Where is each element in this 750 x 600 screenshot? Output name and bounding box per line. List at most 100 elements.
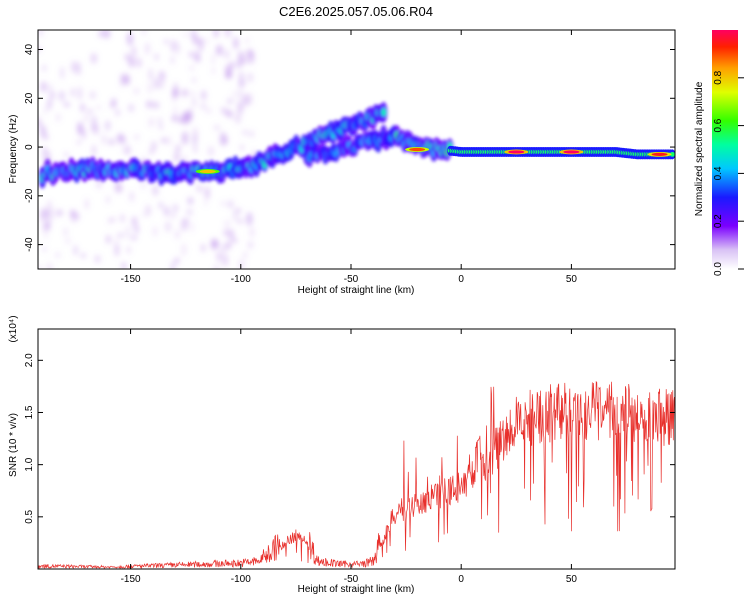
haze-speck	[131, 46, 137, 58]
haze-speck	[83, 114, 89, 123]
haze-speck	[152, 184, 159, 197]
haze-speck	[190, 91, 196, 97]
haze-speck	[103, 30, 111, 39]
haze-speck	[185, 111, 189, 125]
figure-title: C2E6.2025.057.05.06.R04	[279, 4, 433, 19]
haze-speck	[87, 108, 93, 114]
x-tick-label: -100	[231, 274, 251, 285]
haze-speck	[117, 133, 124, 143]
peak-core	[199, 169, 216, 174]
colorbar-tick-label: 0.4	[713, 166, 724, 180]
haze-speck	[126, 246, 131, 254]
haze-speck	[212, 239, 219, 249]
y-tick-label: 40	[24, 44, 35, 56]
haze-speck	[249, 227, 255, 238]
haze-speck	[213, 264, 220, 269]
haze-speck	[221, 200, 226, 207]
haze-speck	[160, 137, 167, 143]
haze-speck	[241, 57, 249, 65]
haze-speck	[38, 121, 44, 128]
haze-speck	[187, 197, 194, 205]
spectrogram-panel: -150 -100 -50 0 50 -40 -20 0 20 40 Height of str…	[8, 29, 676, 296]
haze-speck	[190, 30, 197, 40]
haze-speck	[200, 103, 207, 110]
haze-speck	[96, 179, 103, 189]
haze-speck	[236, 61, 243, 69]
snr-x-ticks: -150 -100 -50 0 50	[121, 329, 577, 585]
y-tick-label: 20	[24, 92, 35, 104]
haze-speck	[170, 211, 176, 219]
haze-speck	[216, 44, 223, 56]
haze-speck	[121, 261, 127, 269]
spectrogram-y-ticks: -40 -20 0 20 40	[24, 44, 675, 252]
haze-speck	[128, 103, 135, 112]
haze-speck	[63, 152, 69, 157]
haze-speck	[148, 116, 155, 128]
haze-speck	[224, 220, 231, 227]
haze-speck	[193, 147, 197, 153]
haze-speck	[226, 98, 233, 104]
haze-speck	[164, 221, 172, 233]
haze-speck	[226, 69, 231, 80]
haze-speck	[140, 180, 147, 190]
haze-speck	[65, 238, 71, 244]
haze-speck	[40, 125, 47, 137]
haze-speck	[235, 113, 241, 124]
haze-speck	[246, 48, 253, 58]
colorbar-gradient	[712, 30, 738, 269]
haze-speck	[224, 109, 232, 117]
haze-speck	[172, 90, 177, 103]
haze-speck	[174, 257, 180, 264]
haze-speck	[85, 198, 89, 210]
snr-y-scale-label: (x10⁴)	[8, 315, 19, 342]
haze-speck	[224, 30, 232, 38]
spectrogram-y-axis-label: Frequency (Hz)	[8, 115, 19, 184]
haze-speck	[245, 38, 249, 44]
haze-speck	[201, 90, 207, 101]
haze-speck	[219, 132, 227, 146]
snr-frame	[37, 328, 676, 570]
haze-speck	[43, 105, 48, 115]
spectrogram-x-ticks: -150 -100 -50 0 50	[121, 30, 577, 285]
haze-speck	[73, 245, 78, 256]
snr-x-axis-label: Height of straight line (km)	[298, 584, 415, 595]
haze-speck	[82, 128, 86, 140]
haze-speck	[192, 96, 196, 108]
haze-speck	[78, 122, 84, 136]
haze-speck	[38, 265, 42, 269]
intensity-peaks	[195, 147, 672, 174]
line-core	[669, 151, 675, 157]
haze-speck	[229, 61, 235, 69]
haze-speck	[129, 191, 135, 203]
haze-speck	[207, 145, 215, 157]
spectral-band	[38, 101, 454, 189]
haze-speck	[211, 53, 215, 66]
snr-background	[38, 329, 675, 569]
haze-speck	[121, 148, 126, 154]
haze-speck	[193, 50, 200, 62]
haze-speck	[55, 252, 61, 258]
haze-speck	[47, 83, 53, 95]
y-tick-label: 0	[24, 144, 35, 150]
haze-speck	[152, 101, 160, 109]
haze-speck	[42, 146, 48, 155]
haze-speck	[76, 61, 81, 76]
haze-speck	[173, 105, 177, 120]
haze-speck	[38, 30, 43, 37]
haze-speck	[224, 64, 231, 71]
haze-speck	[117, 232, 124, 239]
haze-speck	[158, 201, 163, 210]
snr-panel: -150 -100 -50 0 50 0.5 1.0 1.5 2.0 Height of st…	[8, 315, 676, 595]
haze-speck	[159, 124, 163, 130]
haze-speck	[60, 66, 65, 80]
haze-speck	[69, 209, 77, 218]
haze-speck	[133, 87, 140, 95]
y-tick-label: 2.0	[24, 353, 35, 367]
haze-speck	[115, 109, 120, 116]
haze-speck	[194, 185, 202, 190]
haze-speck	[164, 39, 169, 44]
haze-speck	[232, 209, 239, 222]
x-tick-label: 0	[458, 274, 464, 285]
haze-speck	[64, 227, 68, 237]
haze-speck	[242, 93, 249, 107]
